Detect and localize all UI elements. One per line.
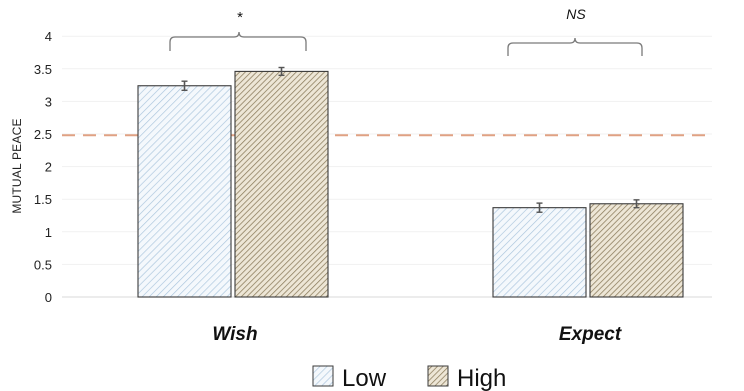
y-axis-label: MUTUAL PEACE [10,118,24,213]
y-tick-label: 0.5 [34,257,52,272]
bar-low-expect [492,207,587,298]
y-tick-label: 2 [45,160,52,175]
legend-swatch-high [427,365,449,387]
significance-label: * [237,9,243,26]
y-tick-label: 1.5 [34,192,52,207]
legend-label-high: High [457,365,506,391]
error-bar [633,199,640,209]
significance-bracket [169,31,307,51]
y-tick-label: 0 [45,290,52,305]
y-tick-label: 3.5 [34,62,52,77]
x-category-label: Wish [212,324,257,345]
significance-bracket [507,37,643,56]
error-bar [536,202,543,213]
y-tick-label: 3 [45,94,52,109]
x-category-label: Expect [559,324,622,345]
y-tick-label: 4 [45,29,52,44]
legend-swatch-low [312,365,334,387]
legend-label-low: Low [342,365,387,391]
bar-low-wish [137,85,232,298]
error-bar [181,80,188,92]
bar-high-expect [589,203,684,298]
significance-label: NS [566,6,586,22]
y-tick-label: 1 [45,225,52,240]
y-tick-label: 2.5 [34,127,52,142]
bar-high-wish [234,70,329,298]
error-bar [278,66,285,77]
